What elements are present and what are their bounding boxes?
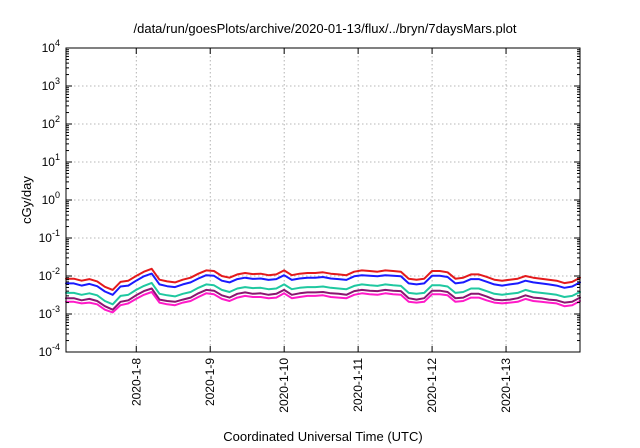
x-tick-label: 2020-1-13 xyxy=(499,358,513,413)
y-tick-base: 10 xyxy=(42,79,56,93)
series-line-4 xyxy=(65,287,581,311)
series-line-3 xyxy=(65,281,581,306)
series-line-2 xyxy=(65,272,581,296)
y-tick-exponent: 3 xyxy=(55,76,60,86)
x-axis-label: Coordinated Universal Time (UTC) xyxy=(223,429,422,444)
y-tick-label: 101 xyxy=(42,152,60,169)
x-tick-label: 2020-1-11 xyxy=(351,358,365,412)
x-tick-label: 2020-1-12 xyxy=(425,358,439,413)
y-tick-exponent: 1 xyxy=(55,152,60,162)
y-tick-base: 10 xyxy=(39,269,53,283)
axis-ticks xyxy=(66,47,580,353)
x-tick-label: 2020-1-9 xyxy=(203,358,217,406)
y-tick-label: 10-4 xyxy=(39,342,60,359)
series-line-5 xyxy=(65,291,581,314)
y-tick-label: 10-1 xyxy=(39,228,60,245)
y-tick-base: 10 xyxy=(39,231,53,245)
y-tick-exponent: 0 xyxy=(55,190,60,200)
grid-lines xyxy=(66,48,580,352)
y-tick-label: 104 xyxy=(42,38,60,55)
y-axis-label: cGy/day xyxy=(19,176,34,224)
y-tick-base: 10 xyxy=(42,155,56,169)
y-tick-exponent: -3 xyxy=(52,304,60,314)
y-tick-base: 10 xyxy=(39,345,53,359)
y-tick-exponent: -1 xyxy=(52,228,60,238)
series-line-1 xyxy=(65,267,581,291)
y-tick-label: 103 xyxy=(42,76,60,93)
y-tick-label: 10-2 xyxy=(39,266,60,283)
x-tick-labels: 2020-1-8 2020-1-9 2020-1-10 2020-1-11 2020-1… xyxy=(129,358,513,413)
series-layer xyxy=(65,267,581,314)
chart-title: /data/run/goesPlots/archive/2020-01-13/f… xyxy=(134,21,517,36)
x-tick-label: 2020-1-8 xyxy=(129,358,143,406)
y-tick-label: 100 xyxy=(42,190,60,207)
y-tick-exponent: -2 xyxy=(52,266,60,276)
y-tick-base: 10 xyxy=(39,307,53,321)
y-tick-label: 10-3 xyxy=(39,304,60,321)
y-tick-base: 10 xyxy=(42,193,56,207)
y-tick-exponent: -4 xyxy=(52,342,60,352)
x-tick-label: 2020-1-10 xyxy=(277,358,291,413)
y-tick-base: 10 xyxy=(42,117,56,131)
y-tick-base: 10 xyxy=(42,41,56,55)
y-tick-label: 102 xyxy=(42,114,60,131)
y-tick-exponent: 4 xyxy=(55,38,60,48)
y-tick-exponent: 2 xyxy=(55,114,60,124)
